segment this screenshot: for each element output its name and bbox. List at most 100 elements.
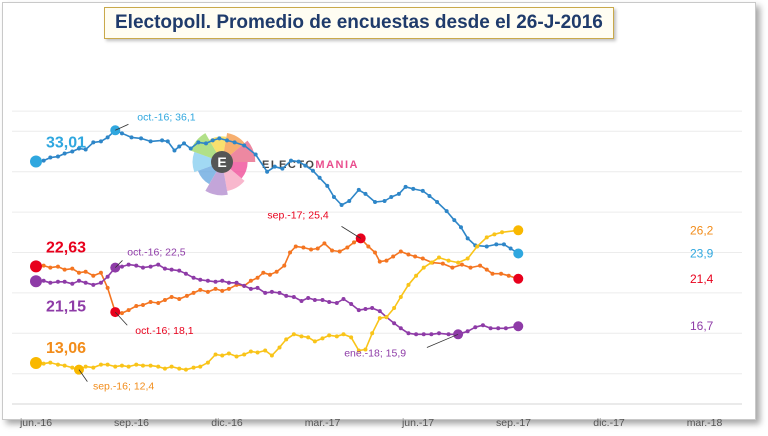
data-point <box>414 273 419 278</box>
data-point <box>299 334 304 339</box>
data-point <box>156 301 161 305</box>
data-point <box>392 321 397 326</box>
data-point <box>134 263 139 268</box>
data-point <box>248 278 253 283</box>
start-value-label: 21,15 <box>46 298 86 315</box>
data-point <box>320 297 325 302</box>
data-point <box>366 244 371 249</box>
data-point <box>303 163 308 168</box>
data-point <box>148 264 153 269</box>
data-point <box>398 249 403 254</box>
data-point <box>191 290 196 295</box>
data-point <box>468 265 473 270</box>
end-marker <box>513 248 524 259</box>
data-point <box>411 186 416 191</box>
data-point <box>41 278 46 283</box>
data-point <box>91 365 96 370</box>
data-point <box>334 334 339 339</box>
start-value-label: 22,63 <box>46 239 86 256</box>
annotation-leader <box>78 369 88 382</box>
data-point <box>352 240 357 245</box>
x-tick-label: jun.-17 <box>401 417 434 429</box>
data-point <box>169 364 174 369</box>
data-point <box>341 296 346 301</box>
data-point <box>465 329 470 334</box>
data-point <box>263 348 268 353</box>
data-point <box>413 254 418 259</box>
data-point <box>70 281 75 286</box>
data-point <box>339 203 344 208</box>
data-point <box>334 301 339 305</box>
data-point <box>91 282 96 287</box>
data-point <box>315 246 320 251</box>
series-line <box>35 129 519 255</box>
x-tick-label: sep.-17 <box>496 417 531 429</box>
data-point <box>255 285 260 290</box>
data-point <box>83 269 88 274</box>
data-point <box>83 147 88 152</box>
data-point <box>363 347 368 352</box>
data-point <box>320 336 325 341</box>
data-point <box>210 138 215 143</box>
data-point <box>119 311 124 316</box>
chart-frame <box>2 2 756 420</box>
data-point <box>444 209 449 214</box>
data-point <box>83 280 88 285</box>
data-point <box>198 364 203 369</box>
annotation-label: oct.-16; 22,5 <box>127 247 186 259</box>
data-point <box>105 274 110 279</box>
logo-petal <box>192 151 222 173</box>
data-point <box>373 200 378 204</box>
data-point <box>506 273 511 278</box>
data-point <box>356 308 361 313</box>
data-point <box>475 244 480 249</box>
data-point <box>406 252 411 257</box>
data-point <box>234 354 239 359</box>
data-point <box>420 256 425 261</box>
data-point <box>191 275 196 280</box>
data-point <box>347 198 352 203</box>
data-point <box>98 139 103 144</box>
data-point <box>62 151 67 156</box>
data-point <box>91 140 96 145</box>
data-point <box>70 266 75 271</box>
data-point <box>134 362 139 367</box>
data-point <box>220 288 225 293</box>
data-point <box>440 261 445 266</box>
data-point <box>76 146 81 151</box>
data-point <box>182 141 187 146</box>
data-point <box>503 326 508 331</box>
data-point <box>427 193 432 198</box>
annotation-label: sep.-17; 25,4 <box>267 209 328 221</box>
data-point <box>177 366 182 371</box>
data-point <box>48 280 53 285</box>
data-point <box>140 303 145 308</box>
data-point <box>98 280 103 285</box>
data-point <box>225 138 229 143</box>
data-point <box>55 264 60 269</box>
data-point <box>382 198 387 203</box>
data-point <box>177 144 182 149</box>
annotation-leader <box>115 123 129 131</box>
data-point <box>337 249 342 254</box>
data-point <box>299 298 304 303</box>
data-point <box>242 143 247 148</box>
data-point <box>76 278 81 283</box>
electomania-logo: E ELECTOMANIA <box>190 133 357 196</box>
start-marker <box>30 155 42 168</box>
data-point <box>421 332 426 337</box>
data-point <box>248 349 253 354</box>
data-point <box>265 169 270 174</box>
data-point <box>196 140 201 145</box>
data-point <box>488 326 493 331</box>
logo-center <box>211 151 233 173</box>
data-point <box>272 164 277 169</box>
data-point <box>291 294 296 299</box>
annotation-label: oct.-16; 36,1 <box>137 111 196 123</box>
data-point <box>119 131 124 136</box>
data-point <box>242 283 247 288</box>
x-tick-label: mar.-17 <box>305 417 341 429</box>
data-point <box>306 295 311 300</box>
data-point <box>139 136 144 141</box>
